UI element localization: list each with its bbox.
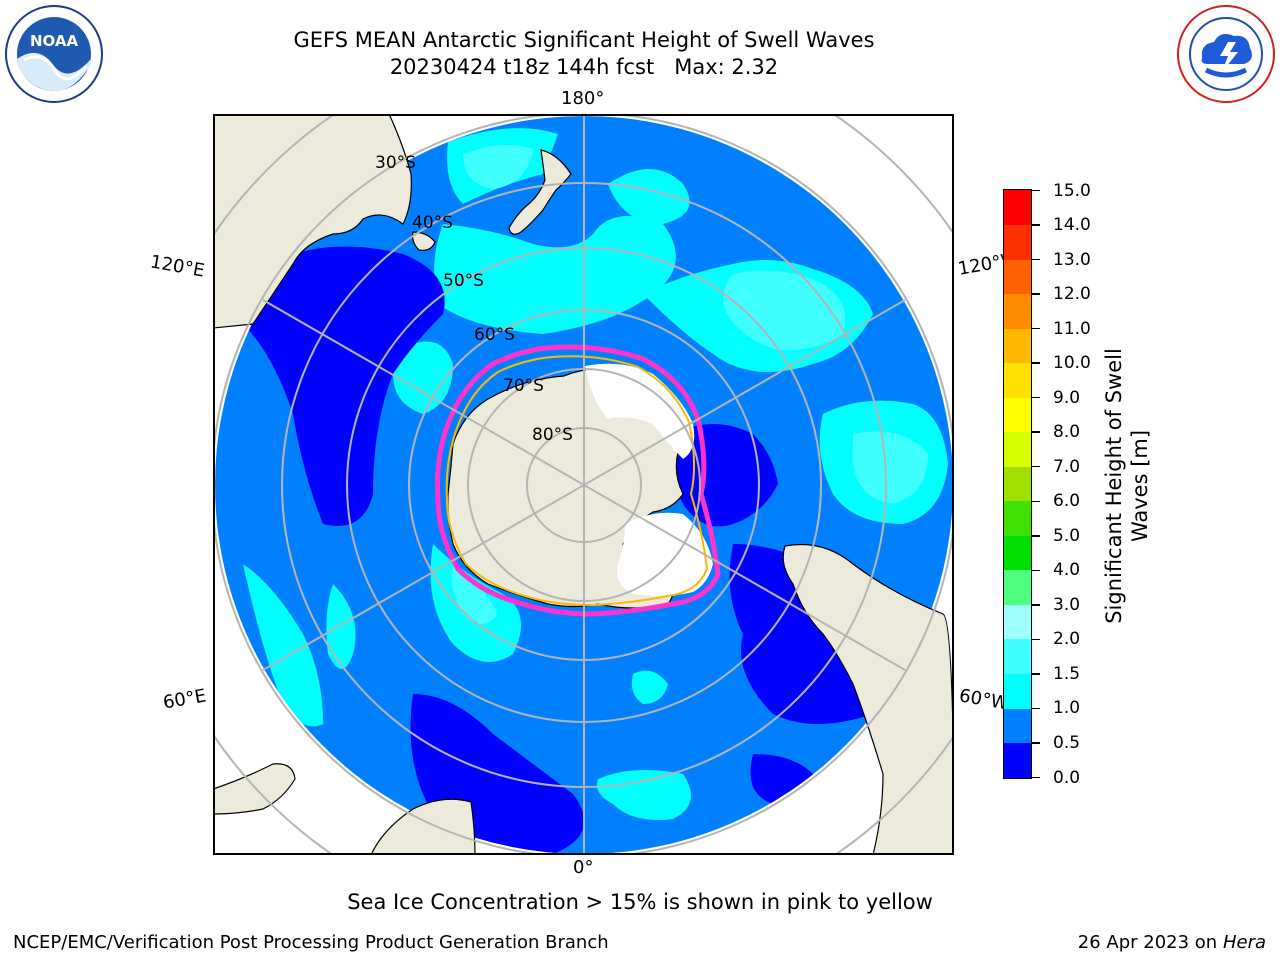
colorbar [1003,189,1032,779]
colorbar-title-line1: Significant Height of Swell [1102,348,1126,624]
colorbar-tick [1032,673,1040,675]
colorbar-tick [1032,707,1040,710]
lat-label-30s: 30°S [375,153,416,173]
colorbar-tick [1032,638,1040,641]
colorbar-tick [1032,258,1040,261]
colorbar-tick-label: 6.0 [1053,491,1081,512]
colorbar-segment [1004,431,1031,467]
colorbar-segment [1004,224,1031,260]
colorbar-tick-label: 9.0 [1053,387,1081,408]
colorbar-segment [1004,638,1031,674]
madagascar-land [215,763,296,815]
colorbar-tick [1032,224,1040,226]
colorbar-segment [1004,707,1031,744]
colorbar-tick [1032,500,1040,502]
lon-label-120e: 120°E [148,251,207,282]
colorbar-segment [1004,362,1031,398]
colorbar-segment [1004,190,1031,226]
colorbar-tick [1032,776,1040,779]
colorbar-segment [1004,397,1031,433]
colorbar-tick-label: 4.0 [1053,560,1081,581]
lon-label-60e: 60°E [161,685,208,714]
footer-date: 26 Apr 2023 on Hera [1078,932,1266,953]
lat-label-70s: 70°S [503,376,544,396]
colorbar-tick [1032,569,1040,572]
footer-branch: NCEP/EMC/Verification Post Processing Pr… [13,932,609,953]
colorbar-tick [1032,431,1040,433]
colorbar-tick [1032,742,1040,744]
colorbar-tick [1032,465,1040,468]
chart-title: GEFS MEAN Antarctic Significant Height o… [293,28,875,52]
chart-subtitle: 20230424 t18z 144h fcst Max: 2.32 [389,55,779,79]
swell-1.5-2m-zones [451,145,928,624]
colorbar-segment [1004,604,1031,640]
colorbar-tick [1032,293,1040,295]
colorbar-segment [1004,293,1031,329]
colorbar-tick-label: 7.0 [1053,456,1081,477]
colorbar-segment [1004,328,1031,364]
colorbar-tick [1032,604,1040,606]
colorbar-segment [1004,500,1031,536]
tasmania-land [412,231,436,251]
colorbar-tick-label: 8.0 [1053,422,1081,443]
colorbar-tick-label: 10.0 [1053,353,1091,374]
colorbar-segment [1004,742,1031,778]
colorbar-tick [1032,327,1040,330]
colorbar-segment [1004,466,1031,502]
lon-label-0: 0° [573,857,594,878]
colorbar-tick-label: 15.0 [1053,180,1091,201]
colorbar-tick-label: 3.0 [1053,594,1081,615]
graticule [215,116,952,853]
colorbar-segment [1004,569,1031,605]
lat-label-40s: 40°S [412,213,453,233]
colorbar-tick [1032,535,1040,537]
lon-label-60w: 60°W [957,685,1006,714]
sea-ice-note: Sea Ice Concentration > 15% is shown in … [347,890,933,914]
footer-date-text: 26 Apr 2023 on [1077,932,1218,953]
colorbar-tick [1032,189,1040,192]
colorbar-tick-label: 0.5 [1053,732,1081,753]
africa-land [371,798,476,853]
lat-label-80s: 80°S [532,425,573,445]
nws-logo-icon [1176,4,1276,104]
colorbar-segment [1004,535,1031,571]
colorbar-tick-label: 5.0 [1053,525,1081,546]
south-america-land [782,543,952,853]
sea-ice-edge-inner [445,355,709,607]
polar-map: 30°S 40°S 50°S 60°S 70°S 80°S [213,114,954,855]
colorbar-tick-label: 0.0 [1053,767,1081,788]
colorbar-segment [1004,259,1031,295]
colorbar-tick-label: 1.0 [1053,698,1081,719]
lon-label-180: 180° [561,88,605,109]
lon-label-120w: 120°W [956,251,1006,280]
colorbar-tick-label: 13.0 [1053,249,1091,270]
colorbar-tick [1032,362,1040,364]
colorbar-tick-label: 1.5 [1053,663,1081,684]
lat-label-60s: 60°S [474,325,515,345]
colorbar-tick-label: 2.0 [1053,629,1081,650]
lat-label-50s: 50°S [443,271,484,291]
colorbar-tick-label: 11.0 [1053,318,1091,339]
noaa-logo-icon: NOAA [4,4,104,104]
colorbar-tick-label: 12.0 [1053,284,1091,305]
australia-land [215,116,412,329]
noaa-logo-text: NOAA [30,32,79,50]
sea-ice-edge-outer [434,344,721,617]
colorbar-tick-label: 14.0 [1053,215,1091,236]
colorbar-title-line2: Waves [m] [1128,429,1152,543]
colorbar-segment [1004,673,1031,709]
footer-host: Hera [1222,932,1266,953]
colorbar-tick [1032,396,1040,399]
